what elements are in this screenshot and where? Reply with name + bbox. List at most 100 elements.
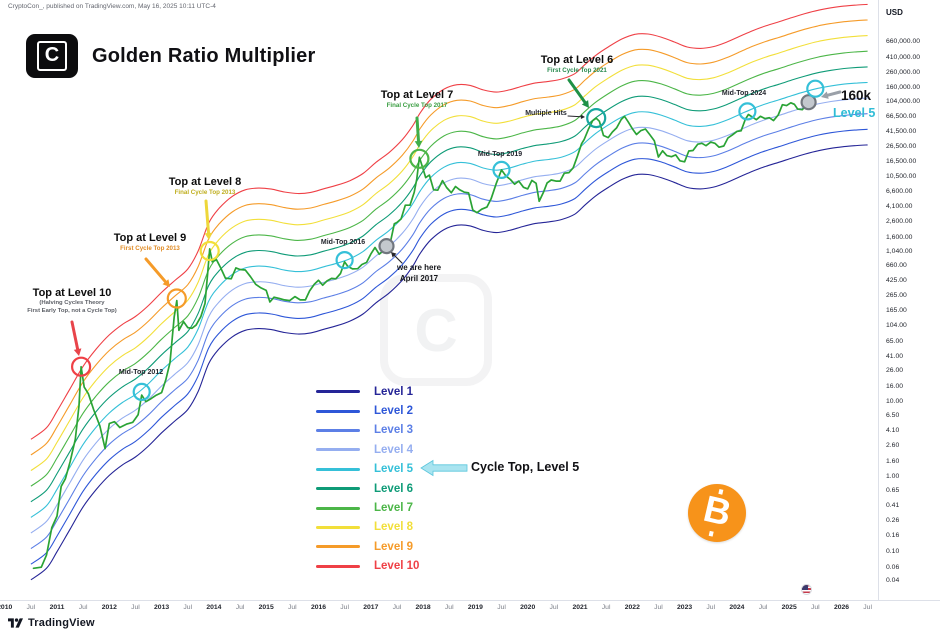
- legend-label: Level 3: [374, 424, 413, 437]
- price-tick-label: 104.00: [886, 322, 907, 330]
- legend-item-level-4: Level 4: [316, 440, 419, 459]
- annotation-subtitle: Final Cycle Top 2017: [386, 102, 448, 109]
- legend-item-level-5: Level 5: [316, 460, 419, 479]
- price-tick-label: 4.10: [886, 427, 900, 435]
- annotation-subtitle: (Halving Cycles Theory: [39, 300, 105, 306]
- price-scale[interactable]: USD 660,000.00 410,000.00 260,000.00 160,00…: [879, 0, 940, 600]
- arrow-top-level-6-head: [581, 100, 589, 108]
- price-tick-label: 1,600.00: [886, 233, 913, 241]
- year-label: 2015: [258, 604, 274, 611]
- jul-label: Jul: [340, 604, 349, 611]
- price-tick-label: 41,500.00: [886, 128, 917, 136]
- year-label: 2011: [49, 604, 65, 611]
- price-tick-label: 16.00: [886, 383, 904, 391]
- tradingview-wordmark: TradingView: [28, 617, 95, 629]
- legend-line-swatch: [316, 487, 360, 491]
- attribution-text: CryptoCon_, published on TradingView.com…: [8, 3, 216, 10]
- circle-we-are-here: [378, 238, 395, 255]
- jul-label: Jul: [863, 604, 872, 611]
- band-level-10: [30, 3, 868, 440]
- bitcoin-logo-icon: B: [688, 484, 746, 542]
- price-tick-label: 2,600.00: [886, 217, 913, 225]
- year-label: 2013: [154, 604, 170, 611]
- band-level-7: [30, 50, 868, 487]
- time-scale[interactable]: 2010 Jul 2011 Jul 2012 Jul 2013 Jul 2014 Jul 2015 J…: [0, 600, 940, 617]
- arrow-top-level-9: [144, 257, 167, 284]
- jul-label: Jul: [235, 604, 245, 611]
- annotation-title: Top at Level 6: [540, 54, 614, 66]
- circle-top-level-9: [166, 288, 187, 309]
- legend-line-swatch: [316, 564, 360, 568]
- annotation-title: Top at Level 8: [168, 176, 242, 188]
- arrow-top-level-10-head: [73, 348, 82, 356]
- tradingview-logo[interactable]: TradingView: [8, 617, 95, 629]
- price-scale-unit: USD: [886, 8, 903, 17]
- price-tick-label: 0.06: [886, 564, 900, 572]
- watermark-letter: C: [414, 296, 458, 364]
- annotation-line: we are here: [396, 263, 442, 272]
- jul-label: Jul: [78, 604, 88, 611]
- year-label: 2020: [520, 604, 536, 611]
- jul-label: Jul: [601, 604, 611, 611]
- legend-label: Level 10: [374, 560, 420, 573]
- us-flag-icon: [801, 584, 812, 595]
- price-tick-label: 0.04: [886, 577, 900, 585]
- jul-label: Jul: [810, 604, 820, 611]
- annotation-subtitle: First Cycle Top 2021: [547, 67, 607, 74]
- arrow-top-level-10: [70, 320, 80, 351]
- legend-line-swatch: [316, 506, 360, 510]
- price-tick-label: 4,100.00: [886, 203, 913, 211]
- price-tick-label: 26,500.00: [886, 142, 917, 150]
- annotation-subtitle: First Cycle Top 2013: [120, 245, 180, 252]
- price-tick-label: 0.65: [886, 486, 900, 494]
- year-label: 2012: [101, 604, 117, 611]
- price-tick-label: 0.26: [886, 516, 900, 524]
- price-tick-label: 1.00: [886, 473, 900, 480]
- price-tick-label: 66,500.00: [886, 112, 917, 120]
- legend: Level 1 Level 2 Level 3 Level 4 Level 5 Level…: [316, 382, 419, 576]
- annotation-title: Top at Level 7: [380, 89, 454, 101]
- annotation-we-are-here: we are here April 2017: [386, 263, 452, 285]
- price-tick-label: 1.60: [886, 457, 900, 465]
- legend-item-level-7: Level 7: [316, 498, 419, 517]
- circle-current-2025: [800, 94, 817, 111]
- legend-item-level-3: Level 3: [316, 421, 419, 440]
- annotation-multiple-hits: Multiple Hits: [525, 110, 567, 117]
- legend-label: Level 5: [374, 463, 413, 476]
- annotation-top-at-level-7: Top at Level 7 Final Cycle Top 2017: [358, 89, 476, 110]
- circle-top-level-7: [409, 148, 430, 169]
- jul-label: Jul: [131, 604, 140, 611]
- arrow-we-are-here: [393, 254, 403, 264]
- legend-line-swatch: [316, 390, 360, 394]
- price-tick-label: 41.00: [886, 352, 904, 360]
- bitcoin-stroke-bottom: [708, 530, 714, 537]
- price-tick-label: 165.00: [886, 307, 907, 315]
- jul-label: Jul: [183, 604, 193, 611]
- price-line: [32, 101, 810, 570]
- circle-top-level-6: [586, 107, 607, 129]
- arrow-multiple-hits-head: [580, 114, 585, 119]
- price-tick-label: 660,000.00: [886, 38, 921, 46]
- price-tick-label: 160,000.00: [886, 84, 921, 92]
- arrow-top-level-7: [415, 116, 420, 143]
- cycle-top-arrow-icon: [420, 459, 468, 477]
- price-tick-label: 26.00: [886, 367, 904, 375]
- legend-item-level-6: Level 6: [316, 479, 419, 498]
- arrow-160k: [826, 90, 842, 97]
- annotation-line: April 2017: [399, 273, 439, 283]
- legend-label: Level 4: [374, 443, 413, 456]
- chart-title: Golden Ratio Multiplier: [92, 44, 316, 67]
- annotation-top-at-level-6: Top at Level 6 First Cycle Top 2021: [518, 54, 636, 75]
- legend-label: Level 1: [374, 385, 413, 398]
- flag-canton: [802, 585, 808, 590]
- jul-label: Jul: [392, 604, 402, 611]
- arrow-top-level-8: [204, 199, 210, 235]
- year-label: 2017: [363, 604, 379, 611]
- jul-label: Jul: [549, 604, 559, 611]
- legend-line-swatch: [316, 448, 360, 452]
- legend-item-level-2: Level 2: [316, 401, 419, 420]
- annotation-160k: 160k: [841, 88, 872, 103]
- annotation-mid-top-2024: Mid-Top 2024: [721, 90, 767, 97]
